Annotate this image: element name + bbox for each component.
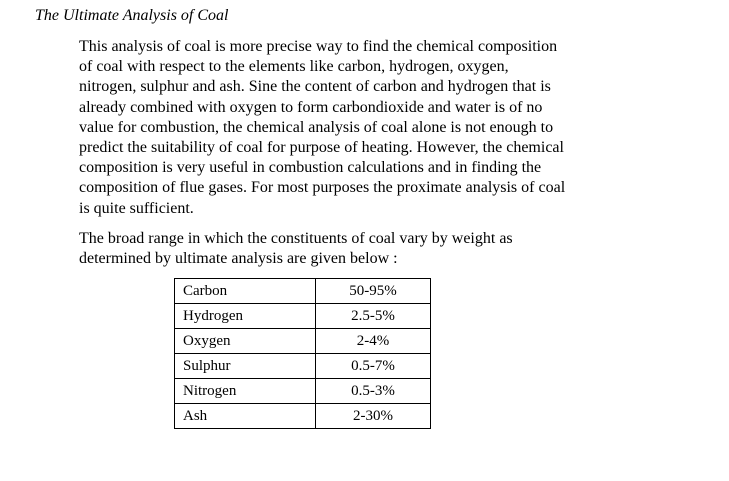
paragraph-line: predict the suitability of coal for purp…	[79, 139, 564, 157]
range-cell: 2-4%	[315, 328, 431, 354]
range-cell: 2.5-5%	[315, 303, 431, 329]
table-row: Carbon 50-95%	[174, 278, 431, 304]
range-cell: 2-30%	[315, 403, 431, 429]
paragraph-line: already combined with oxygen to form car…	[79, 98, 543, 116]
constituent-cell: Ash	[174, 403, 316, 429]
paragraph-line: of coal with respect to the elements lik…	[79, 58, 509, 76]
paragraph-line: determined by ultimate analysis are give…	[79, 250, 398, 268]
table-row: Hydrogen 2.5-5%	[174, 303, 431, 329]
body-paragraph-ultimate-analysis: This analysis of coal is more precise wa…	[79, 37, 614, 219]
paragraph-line: composition of flue gases. For most purp…	[79, 179, 566, 197]
body-paragraph-constituent-ranges: The broad range in which the constituent…	[79, 229, 614, 269]
paragraph-line: The broad range in which the constituent…	[79, 230, 513, 247]
paragraph-line: nitrogen, sulphur and ash. Sine the cont…	[79, 78, 551, 96]
table-row: Nitrogen 0.5-3%	[174, 378, 431, 404]
range-cell: 0.5-3%	[315, 378, 431, 404]
section-heading: The Ultimate Analysis of Coal	[35, 7, 229, 24]
range-cell: 50-95%	[315, 278, 431, 304]
constituent-cell: Oxygen	[174, 328, 316, 354]
constituent-cell: Sulphur	[174, 353, 316, 379]
constituent-cell: Hydrogen	[174, 303, 316, 329]
table-row: Ash 2-30%	[174, 403, 431, 429]
constituents-table: Carbon 50-95% Hydrogen 2.5-5% Oxygen 2-4…	[174, 278, 431, 429]
range-cell: 0.5-7%	[315, 353, 431, 379]
paragraph-line: composition is very useful in combustion…	[79, 159, 542, 177]
paragraph-line: This analysis of coal is more precise wa…	[79, 38, 558, 55]
table-row: Oxygen 2-4%	[174, 328, 431, 354]
paragraph-line: is quite sufficient.	[79, 199, 194, 217]
paragraph-line: value for combustion, the chemical analy…	[79, 118, 554, 136]
constituent-cell: Carbon	[174, 278, 316, 304]
constituent-cell: Nitrogen	[174, 378, 316, 404]
table-row: Sulphur 0.5-7%	[174, 353, 431, 379]
